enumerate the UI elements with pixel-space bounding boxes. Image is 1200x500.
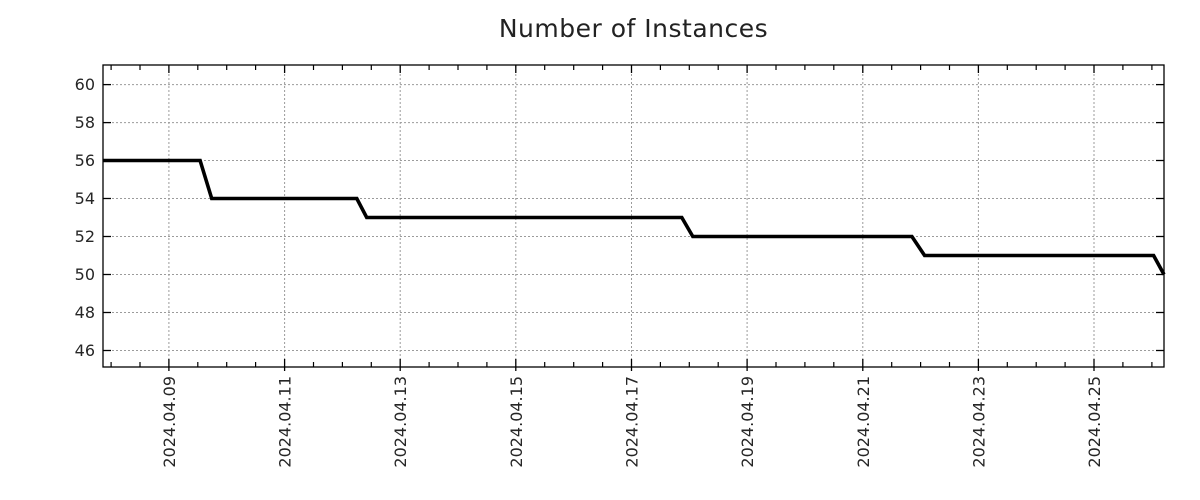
y-tick-label: 46 [75, 341, 95, 360]
x-tick-label: 2024.04.25 [1085, 376, 1104, 468]
chart-title: Number of Instances [498, 14, 769, 43]
y-tick-label: 56 [75, 151, 95, 170]
x-tick-label: 2024.04.09 [160, 376, 179, 468]
y-tick-label: 50 [75, 265, 95, 284]
x-tick-label: 2024.04.23 [969, 376, 988, 468]
x-tick-label: 2024.04.13 [391, 376, 410, 468]
y-tick-label: 52 [75, 227, 95, 246]
x-tick-label: 2024.04.17 [623, 376, 642, 468]
x-tick-label: 2024.04.19 [738, 376, 757, 468]
y-tick-label: 60 [75, 75, 95, 94]
y-tick-label: 48 [75, 303, 95, 322]
y-tick-label: 58 [75, 113, 95, 132]
plot-frame [102, 64, 1165, 368]
y-tick-label: 54 [75, 189, 95, 208]
x-tick-label: 2024.04.15 [507, 376, 526, 468]
data-step-line [103, 158, 1166, 276]
x-tick-label: 2024.04.21 [854, 376, 873, 468]
x-tick-label: 2024.04.11 [276, 376, 295, 468]
